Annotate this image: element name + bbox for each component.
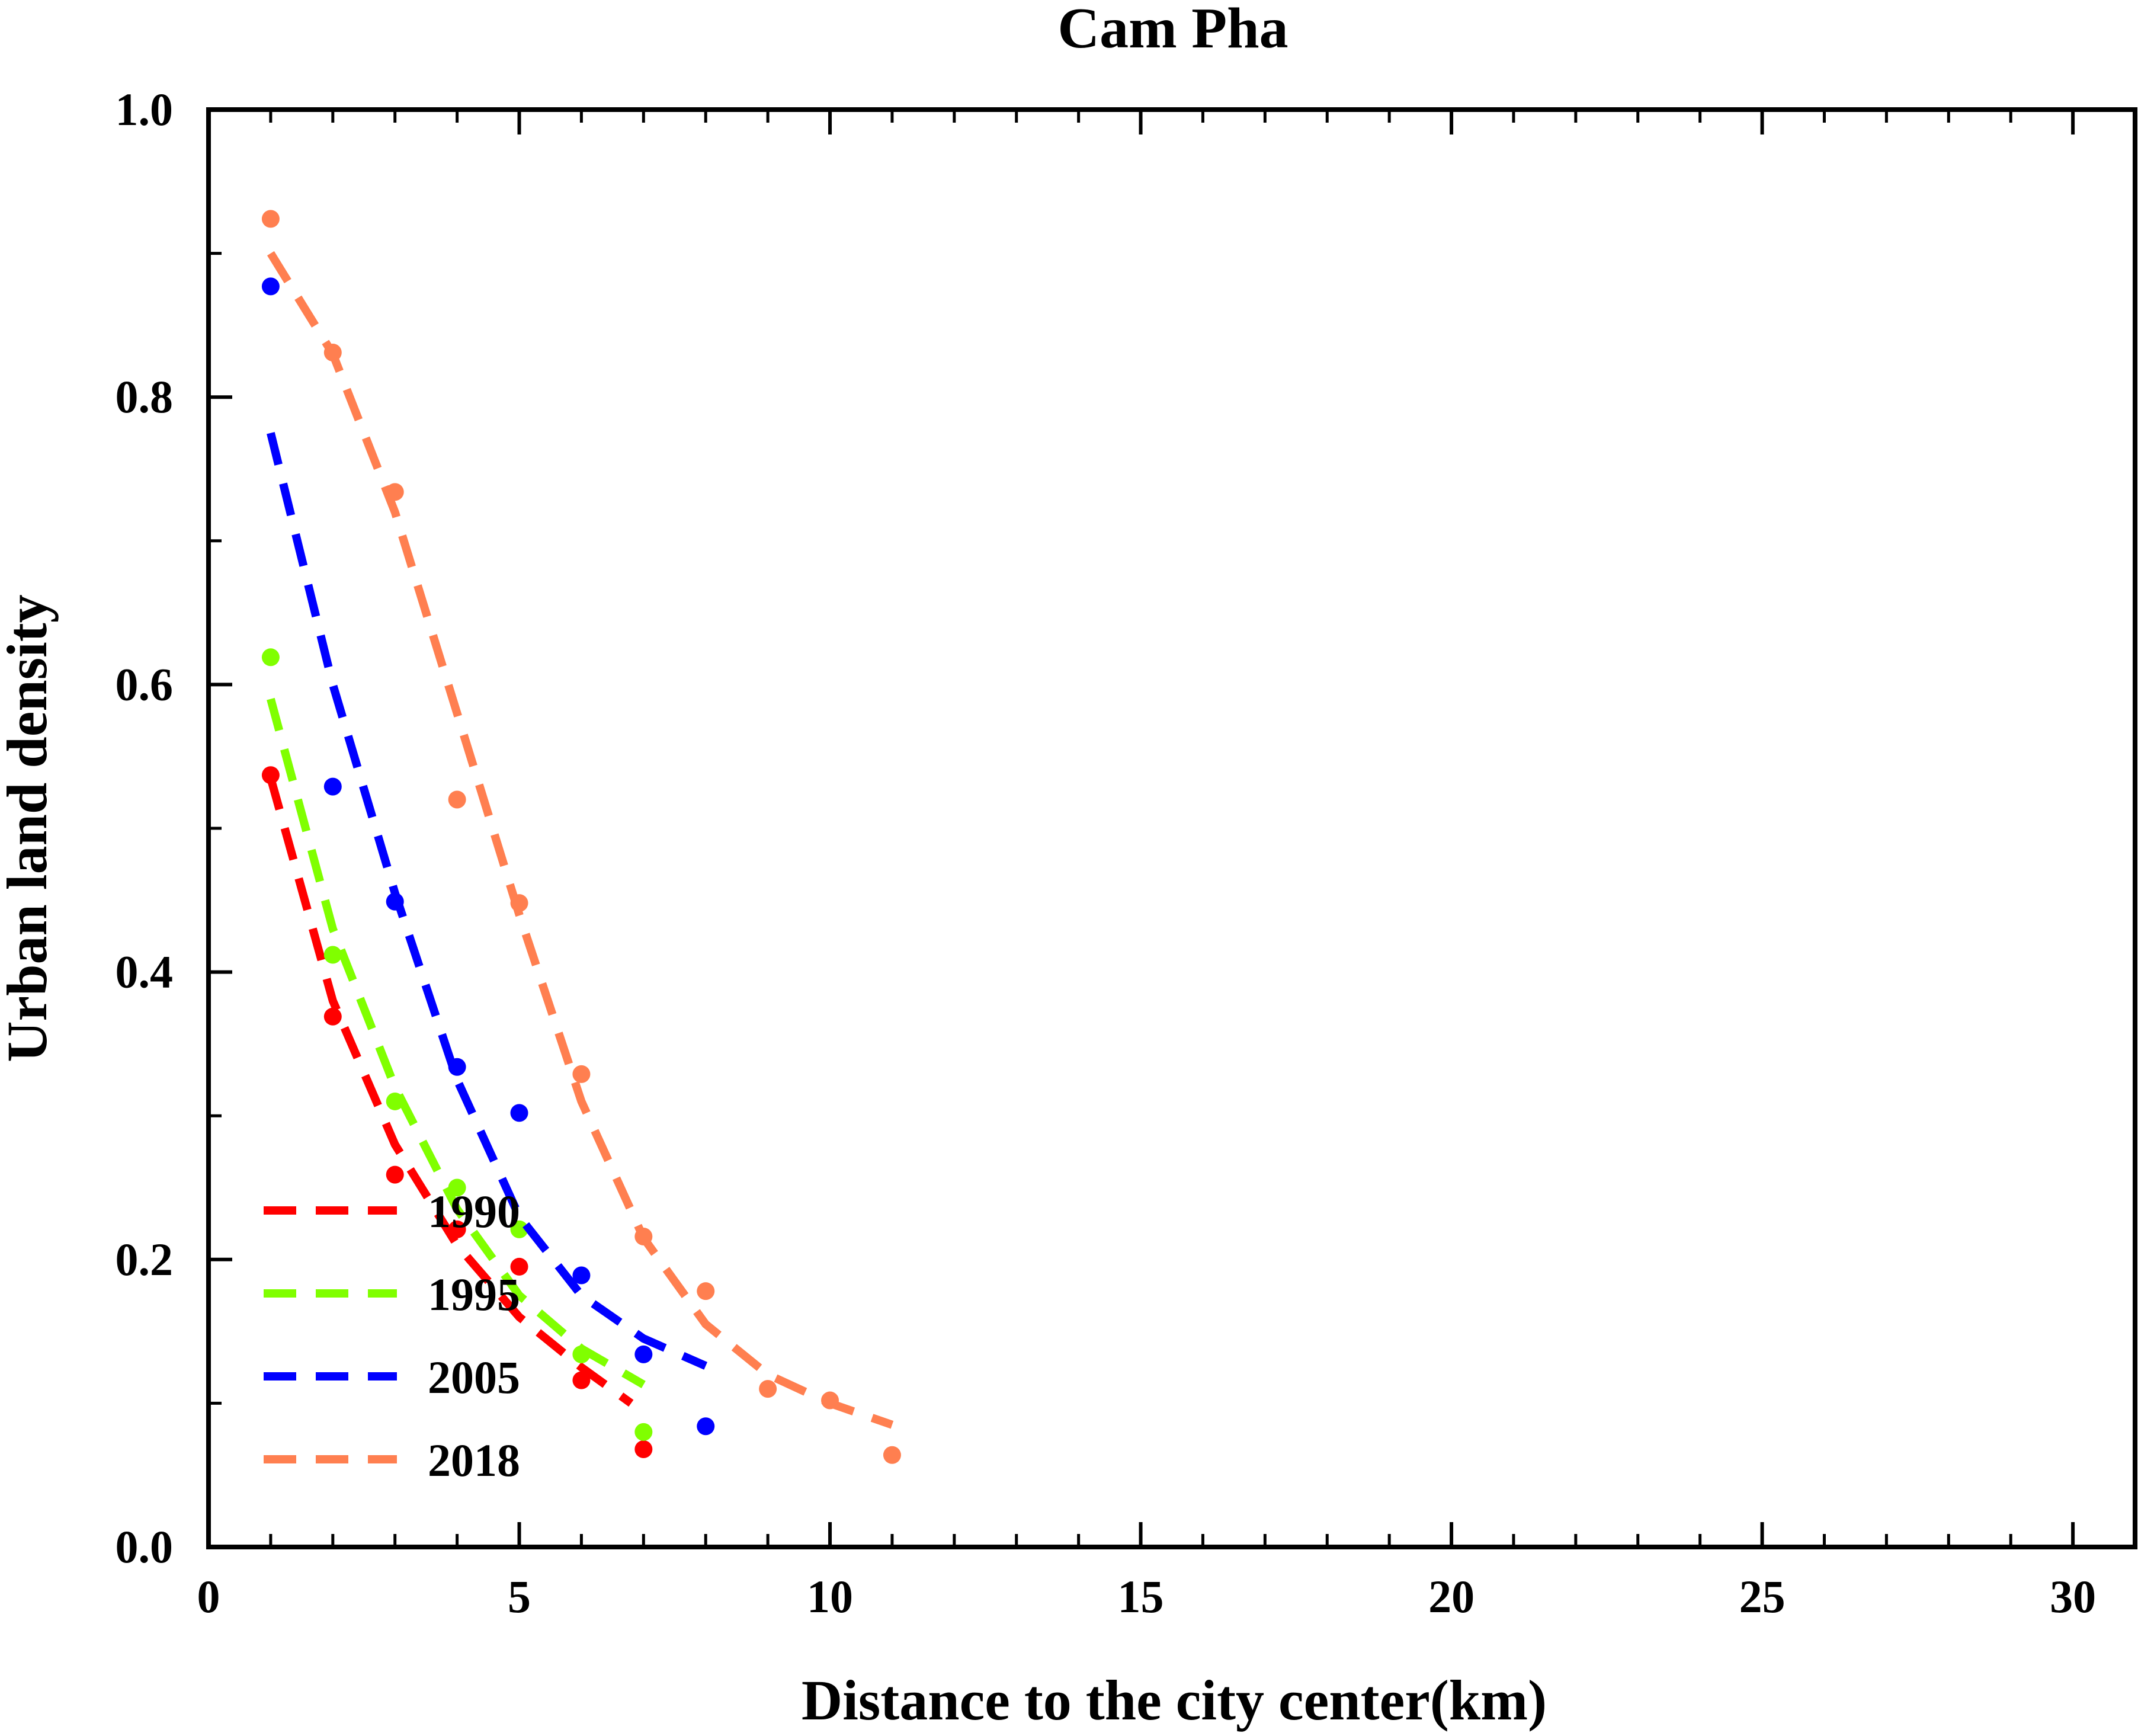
plot-frame — [206, 107, 2137, 1549]
x-tick-label: 25 — [1739, 1571, 1786, 1622]
data-point-2005 — [448, 1058, 466, 1076]
legend-label: 2005 — [428, 1351, 520, 1403]
x-axis-label: Distance to the city center(km) — [802, 1668, 1547, 1732]
data-point-1995 — [261, 648, 280, 667]
data-point-2005 — [261, 277, 280, 296]
data-point-2018 — [572, 1065, 591, 1083]
data-point-2018 — [261, 210, 280, 228]
y-tick-label: 0.6 — [116, 658, 174, 710]
data-point-2005 — [697, 1417, 715, 1436]
data-point-1990 — [448, 1220, 466, 1238]
data-point-1995 — [634, 1423, 653, 1441]
y-tick-label: 1.0 — [116, 84, 174, 135]
data-point-2005 — [323, 777, 342, 796]
data-point-1995 — [323, 946, 342, 964]
data-point-2018 — [323, 343, 342, 361]
x-tick-label: 20 — [1428, 1571, 1475, 1622]
x-tick-label: 15 — [1118, 1571, 1164, 1622]
fit-line-2018 — [267, 251, 894, 1429]
data-point-1995 — [386, 1092, 404, 1110]
y-axis-label: Urban land density — [0, 594, 59, 1062]
data-point-2018 — [821, 1391, 839, 1410]
data-point-2018 — [883, 1446, 901, 1464]
data-point-2018 — [510, 894, 528, 912]
data-point-1990 — [261, 766, 280, 784]
data-point-2005 — [510, 1104, 528, 1122]
series-layer — [261, 210, 901, 1464]
x-tick-label: 5 — [508, 1571, 531, 1622]
data-point-2005 — [386, 892, 404, 911]
series-2005 — [261, 277, 715, 1436]
data-point-2018 — [697, 1282, 715, 1301]
data-point-2018 — [386, 483, 404, 501]
data-point-1990 — [386, 1165, 404, 1184]
legend-label: 1995 — [428, 1269, 520, 1320]
data-point-1990 — [323, 1007, 342, 1026]
data-point-2018 — [634, 1227, 653, 1245]
data-point-1995 — [510, 1220, 528, 1238]
data-point-1990 — [572, 1371, 591, 1389]
y-tick-label: 0.0 — [116, 1521, 174, 1572]
data-point-2005 — [572, 1266, 591, 1285]
y-tick-label: 0.8 — [116, 371, 174, 422]
x-tick-label: 30 — [2050, 1571, 2096, 1622]
fit-line-1990 — [267, 777, 634, 1407]
series-1990 — [261, 766, 653, 1459]
series-1995 — [261, 648, 653, 1441]
data-point-1990 — [510, 1257, 528, 1276]
data-point-2005 — [634, 1345, 653, 1363]
data-point-1995 — [448, 1178, 466, 1197]
fit-line-2005 — [267, 432, 708, 1370]
x-tick-label: 10 — [807, 1571, 853, 1622]
data-point-1995 — [572, 1345, 591, 1363]
legend: 1990 1995 2005 2018 — [264, 1186, 520, 1486]
data-point-1990 — [634, 1440, 653, 1459]
y-tick-label: 0.4 — [116, 946, 174, 998]
axis-ticks: 0 5 10 15 20 25 30 0.0 0.2 0.4 0.6 0.8 1.0 — [116, 84, 2097, 1622]
series-2018 — [261, 210, 901, 1464]
legend-label: 1990 — [428, 1186, 520, 1237]
legend-label: 2018 — [428, 1434, 520, 1486]
y-tick-label: 0.2 — [116, 1234, 174, 1285]
data-point-2018 — [448, 790, 466, 809]
x-tick-label: 0 — [197, 1571, 220, 1622]
chart-title: Cam Pha — [1057, 0, 1288, 60]
data-point-2018 — [759, 1380, 777, 1398]
